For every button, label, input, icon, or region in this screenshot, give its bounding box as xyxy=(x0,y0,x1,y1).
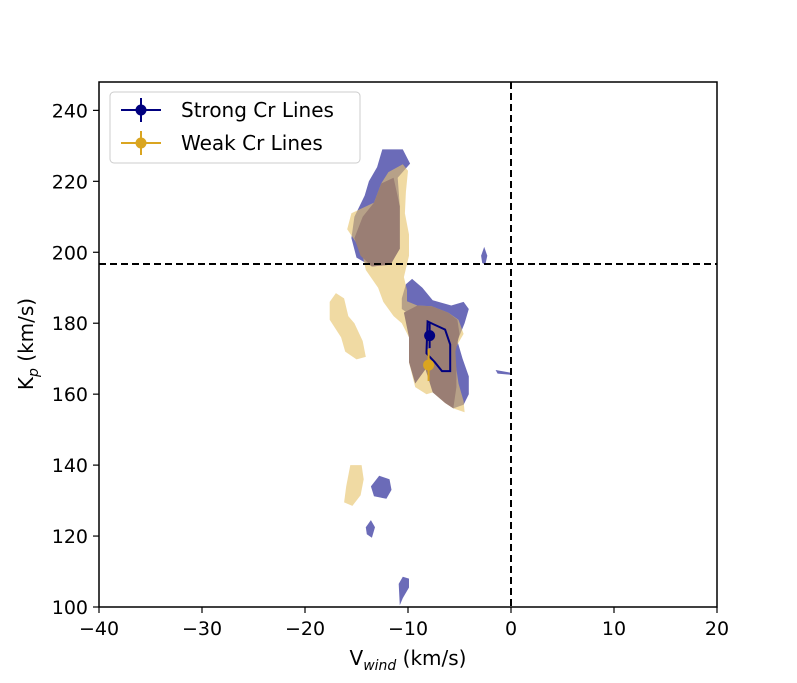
strong-peak-point xyxy=(424,330,436,342)
legend-marker-strong-dot xyxy=(135,104,147,116)
y-tick-label: 100 xyxy=(52,597,88,619)
y-axis-label: Kp (km/s) xyxy=(14,298,42,390)
y-tick-label: 180 xyxy=(52,313,88,335)
strong-contour-region-6 xyxy=(398,576,409,606)
x-tick-label: 10 xyxy=(602,618,626,640)
x-tick-label: −30 xyxy=(182,618,222,640)
axis-ticks: −40 −30 −20 −10 0 10 20 100 120 140 160 180 200 220 24… xyxy=(52,100,729,640)
x-axis-label-main: V xyxy=(350,646,364,670)
legend-label-weak: Weak Cr Lines xyxy=(181,131,323,155)
strong-contour-line xyxy=(425,319,452,373)
x-axis-label: Vwind (km/s) xyxy=(350,646,467,674)
legend-label-strong: Strong Cr Lines xyxy=(181,98,334,122)
y-tick-label: 240 xyxy=(52,100,88,122)
overlap-contour-region-0 xyxy=(354,177,400,267)
legend-marker-weak-dot xyxy=(135,137,147,149)
peak-markers xyxy=(423,323,436,382)
x-tick-label: −10 xyxy=(388,618,428,640)
weak-contour-region-1 xyxy=(329,293,366,360)
x-tick-label: −20 xyxy=(285,618,325,640)
legend: Strong Cr Lines Weak Cr Lines xyxy=(109,91,361,164)
y-tick-label: 200 xyxy=(52,242,88,264)
y-axis-label-unit: (km/s) xyxy=(14,298,38,368)
y-axis-label-sub: p xyxy=(26,368,42,378)
strong-contour-region-4 xyxy=(370,475,392,499)
contour-fills xyxy=(329,149,512,606)
contour-lines xyxy=(425,319,452,373)
x-axis-label-unit: (km/s) xyxy=(396,646,466,670)
x-tick-label: 20 xyxy=(705,618,729,640)
x-tick-label: −40 xyxy=(79,618,119,640)
y-tick-label: 160 xyxy=(52,384,88,406)
strong-contour-region-3 xyxy=(495,370,512,375)
y-tick-label: 120 xyxy=(52,526,88,548)
reference-lines xyxy=(99,82,717,607)
x-axis-label-sub: wind xyxy=(363,658,396,674)
legend-box xyxy=(109,91,361,164)
x-tick-label: 0 xyxy=(505,618,517,640)
strong-contour-region-2 xyxy=(481,246,488,265)
weak-peak-point xyxy=(423,359,435,371)
strong-contour-region-5 xyxy=(365,520,375,538)
y-tick-label: 220 xyxy=(52,171,88,193)
y-axis-label-main: K xyxy=(14,376,38,390)
y-tick-label: 140 xyxy=(52,455,88,477)
weak-contour-region-2 xyxy=(344,465,364,506)
